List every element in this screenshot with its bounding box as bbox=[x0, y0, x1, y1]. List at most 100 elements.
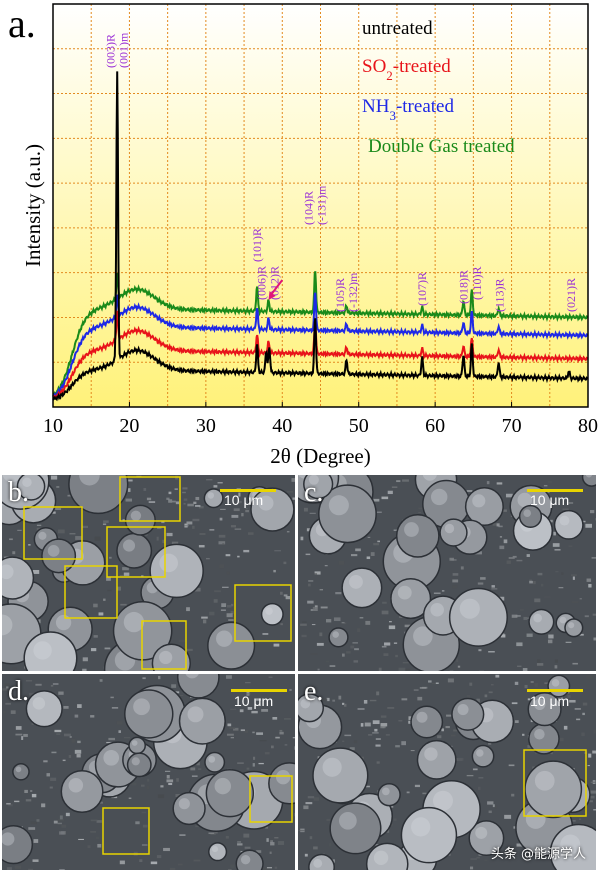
sem-grain bbox=[142, 677, 146, 680]
peak-label: (101)R bbox=[250, 228, 264, 262]
sem-grain bbox=[234, 528, 242, 530]
sem-grain bbox=[237, 762, 244, 764]
sem-grain bbox=[263, 867, 270, 870]
sem-particle-highlight bbox=[332, 631, 339, 638]
sem-grain bbox=[54, 729, 62, 733]
sem-grain bbox=[102, 523, 107, 525]
sem-grain bbox=[266, 867, 273, 869]
sem-grain bbox=[2, 597, 5, 600]
sem-grain bbox=[229, 727, 236, 729]
sem-particle bbox=[124, 689, 174, 739]
sem-particle-highlight bbox=[32, 697, 46, 710]
sem-grain bbox=[388, 625, 396, 630]
sem-particle-highlight bbox=[476, 749, 484, 757]
sem-grain bbox=[50, 475, 58, 480]
sem-grain bbox=[524, 684, 528, 689]
sem-particle-highlight bbox=[568, 622, 575, 629]
highlight-box bbox=[64, 565, 118, 619]
peak-arrow-head bbox=[268, 291, 276, 300]
sem-grain bbox=[446, 714, 452, 717]
peak-label-line: (107)R bbox=[415, 272, 429, 306]
sem-particle bbox=[377, 782, 401, 807]
sem-grain bbox=[569, 699, 576, 703]
peak-label-line: (113)R bbox=[492, 278, 506, 312]
sem-grain bbox=[94, 536, 101, 541]
sem-grain bbox=[376, 691, 380, 696]
sem-grain bbox=[508, 764, 515, 767]
sem-grain bbox=[237, 841, 242, 843]
peak-label-line: (001)m bbox=[117, 32, 131, 68]
sem-grain bbox=[486, 481, 490, 485]
sem-grain bbox=[119, 860, 125, 865]
sem-grain bbox=[417, 696, 423, 701]
x-tick-label: 50 bbox=[349, 415, 369, 437]
sem-grain bbox=[195, 505, 201, 507]
sem-particle-highlight bbox=[265, 607, 273, 615]
sem-particle-highlight bbox=[560, 834, 581, 855]
sem-grain bbox=[369, 699, 377, 702]
sem-grain bbox=[166, 497, 170, 500]
sem-grain bbox=[372, 732, 379, 734]
sem-particle-highlight bbox=[214, 777, 232, 795]
sem-particle bbox=[553, 509, 584, 540]
sem-grain bbox=[285, 596, 291, 600]
sem-particle-highlight bbox=[2, 614, 13, 636]
sem-grain bbox=[209, 529, 215, 531]
scale-label-e: 10 μm bbox=[530, 693, 570, 709]
sem-grain bbox=[418, 507, 423, 510]
sem-grain bbox=[572, 576, 575, 580]
sem-particle-highlight bbox=[373, 850, 389, 866]
sem-grain bbox=[375, 744, 381, 747]
sem-grain bbox=[245, 682, 251, 684]
sem-grain bbox=[333, 617, 341, 622]
sem-grain bbox=[202, 619, 207, 624]
sem-grain bbox=[515, 615, 521, 617]
sem-grain bbox=[283, 561, 287, 565]
sem-grain bbox=[57, 822, 62, 825]
sem-grain bbox=[585, 521, 591, 524]
sem-grain bbox=[87, 845, 91, 849]
sem-grain bbox=[445, 726, 450, 729]
sem-grain bbox=[51, 751, 57, 754]
sem-grain bbox=[244, 730, 249, 733]
sem-particle-highlight bbox=[216, 630, 233, 647]
sem-grain bbox=[561, 572, 564, 575]
sem-grain bbox=[126, 479, 133, 482]
sem-grain bbox=[301, 634, 307, 638]
sem-grain bbox=[227, 723, 232, 727]
sem-grain bbox=[156, 855, 162, 859]
sem-texture-e bbox=[298, 674, 596, 870]
legend-entry: NH3-treated bbox=[362, 96, 454, 123]
sem-grain bbox=[477, 582, 484, 585]
sem-particle bbox=[23, 631, 78, 671]
sem-grain bbox=[506, 560, 511, 564]
sem-grain bbox=[402, 479, 409, 482]
sem-grain bbox=[141, 575, 144, 577]
sem-grain bbox=[270, 842, 275, 846]
peak-label-line: (101)R bbox=[250, 228, 264, 262]
sem-grain bbox=[303, 507, 308, 512]
sem-grain bbox=[314, 573, 318, 575]
sem-grain bbox=[104, 647, 111, 650]
sem-grain bbox=[31, 793, 37, 798]
sem-grain bbox=[381, 610, 389, 615]
sem-grain bbox=[457, 665, 461, 668]
sem-particle-highlight bbox=[159, 650, 173, 665]
sem-grain bbox=[300, 536, 304, 541]
scale-bar-e bbox=[527, 689, 583, 692]
sem-grain bbox=[513, 826, 517, 829]
sem-grain bbox=[213, 599, 218, 603]
sem-grain bbox=[306, 528, 312, 532]
sem-grain bbox=[491, 684, 494, 686]
sem-grain bbox=[353, 740, 358, 744]
sem-grain bbox=[441, 728, 444, 732]
sem-grain bbox=[567, 695, 571, 698]
sem-grain bbox=[111, 707, 119, 709]
sem-grain bbox=[387, 490, 393, 495]
sem-grain bbox=[279, 731, 284, 735]
sem-particle bbox=[268, 762, 295, 805]
sem-grain bbox=[160, 785, 164, 788]
sem-particle-highlight bbox=[185, 674, 199, 679]
sem-particle-highlight bbox=[300, 698, 311, 709]
sem-grain bbox=[225, 835, 229, 839]
